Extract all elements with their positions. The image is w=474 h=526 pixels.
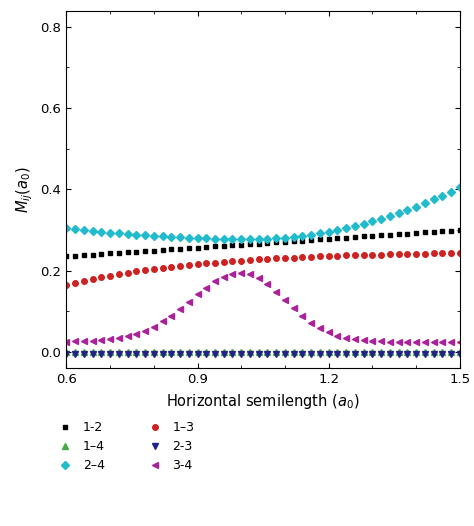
2–4 bbox=[457, 184, 463, 190]
3-4 bbox=[164, 316, 170, 322]
1–3 bbox=[164, 264, 170, 270]
3-4 bbox=[64, 338, 69, 345]
1-2 bbox=[396, 231, 401, 237]
1-2 bbox=[64, 254, 69, 260]
3-4 bbox=[111, 336, 117, 342]
2-3 bbox=[448, 350, 454, 357]
Line: 1–3: 1–3 bbox=[64, 250, 463, 288]
X-axis label: Horizontal semilength ($a_0$): Horizontal semilength ($a_0$) bbox=[166, 392, 360, 411]
1–4 bbox=[396, 348, 401, 355]
2-3 bbox=[396, 350, 401, 357]
2-3 bbox=[64, 350, 69, 357]
2–4 bbox=[448, 188, 454, 195]
2-3 bbox=[444, 350, 449, 357]
2-3 bbox=[111, 350, 117, 357]
Legend: 1-2, 1–4, 2–4, 1–3, 2-3, 3-4: 1-2, 1–4, 2–4, 1–3, 2-3, 3-4 bbox=[53, 421, 194, 472]
1–3 bbox=[448, 250, 454, 256]
2–4 bbox=[164, 234, 170, 240]
2–4 bbox=[155, 233, 161, 239]
3-4 bbox=[448, 339, 454, 345]
1–3 bbox=[457, 250, 463, 256]
1–3 bbox=[396, 251, 401, 257]
1–4 bbox=[164, 348, 170, 355]
Line: 2-3: 2-3 bbox=[64, 351, 463, 356]
1–4 bbox=[457, 348, 463, 355]
1-2 bbox=[444, 228, 449, 234]
2–4 bbox=[111, 230, 117, 236]
2-3 bbox=[164, 350, 170, 357]
Line: 3-4: 3-4 bbox=[63, 269, 463, 345]
1–3 bbox=[111, 272, 117, 278]
1–4 bbox=[448, 348, 454, 355]
Y-axis label: $M_{ij}$($a_0$): $M_{ij}$($a_0$) bbox=[14, 166, 35, 213]
2-3 bbox=[457, 350, 463, 357]
1–3 bbox=[444, 250, 449, 256]
1–4 bbox=[155, 348, 161, 355]
1–4 bbox=[444, 348, 449, 355]
2–4 bbox=[64, 225, 69, 231]
3-4 bbox=[155, 321, 161, 327]
1-2 bbox=[111, 250, 117, 256]
1–4 bbox=[64, 348, 69, 355]
1-2 bbox=[164, 247, 170, 253]
2–4 bbox=[400, 208, 406, 215]
2–4 bbox=[453, 186, 458, 193]
1–3 bbox=[155, 265, 161, 271]
2-3 bbox=[155, 350, 161, 357]
1–3 bbox=[64, 282, 69, 288]
1-2 bbox=[457, 227, 463, 233]
3-4 bbox=[400, 339, 406, 345]
Line: 2–4: 2–4 bbox=[64, 185, 463, 242]
Line: 1-2: 1-2 bbox=[64, 228, 462, 259]
3-4 bbox=[238, 269, 244, 276]
2–4 bbox=[247, 236, 253, 242]
Line: 1–4: 1–4 bbox=[64, 349, 463, 355]
1-2 bbox=[448, 227, 454, 234]
3-4 bbox=[457, 339, 463, 345]
1-2 bbox=[155, 247, 161, 254]
1–4 bbox=[111, 348, 117, 355]
3-4 bbox=[453, 339, 458, 345]
